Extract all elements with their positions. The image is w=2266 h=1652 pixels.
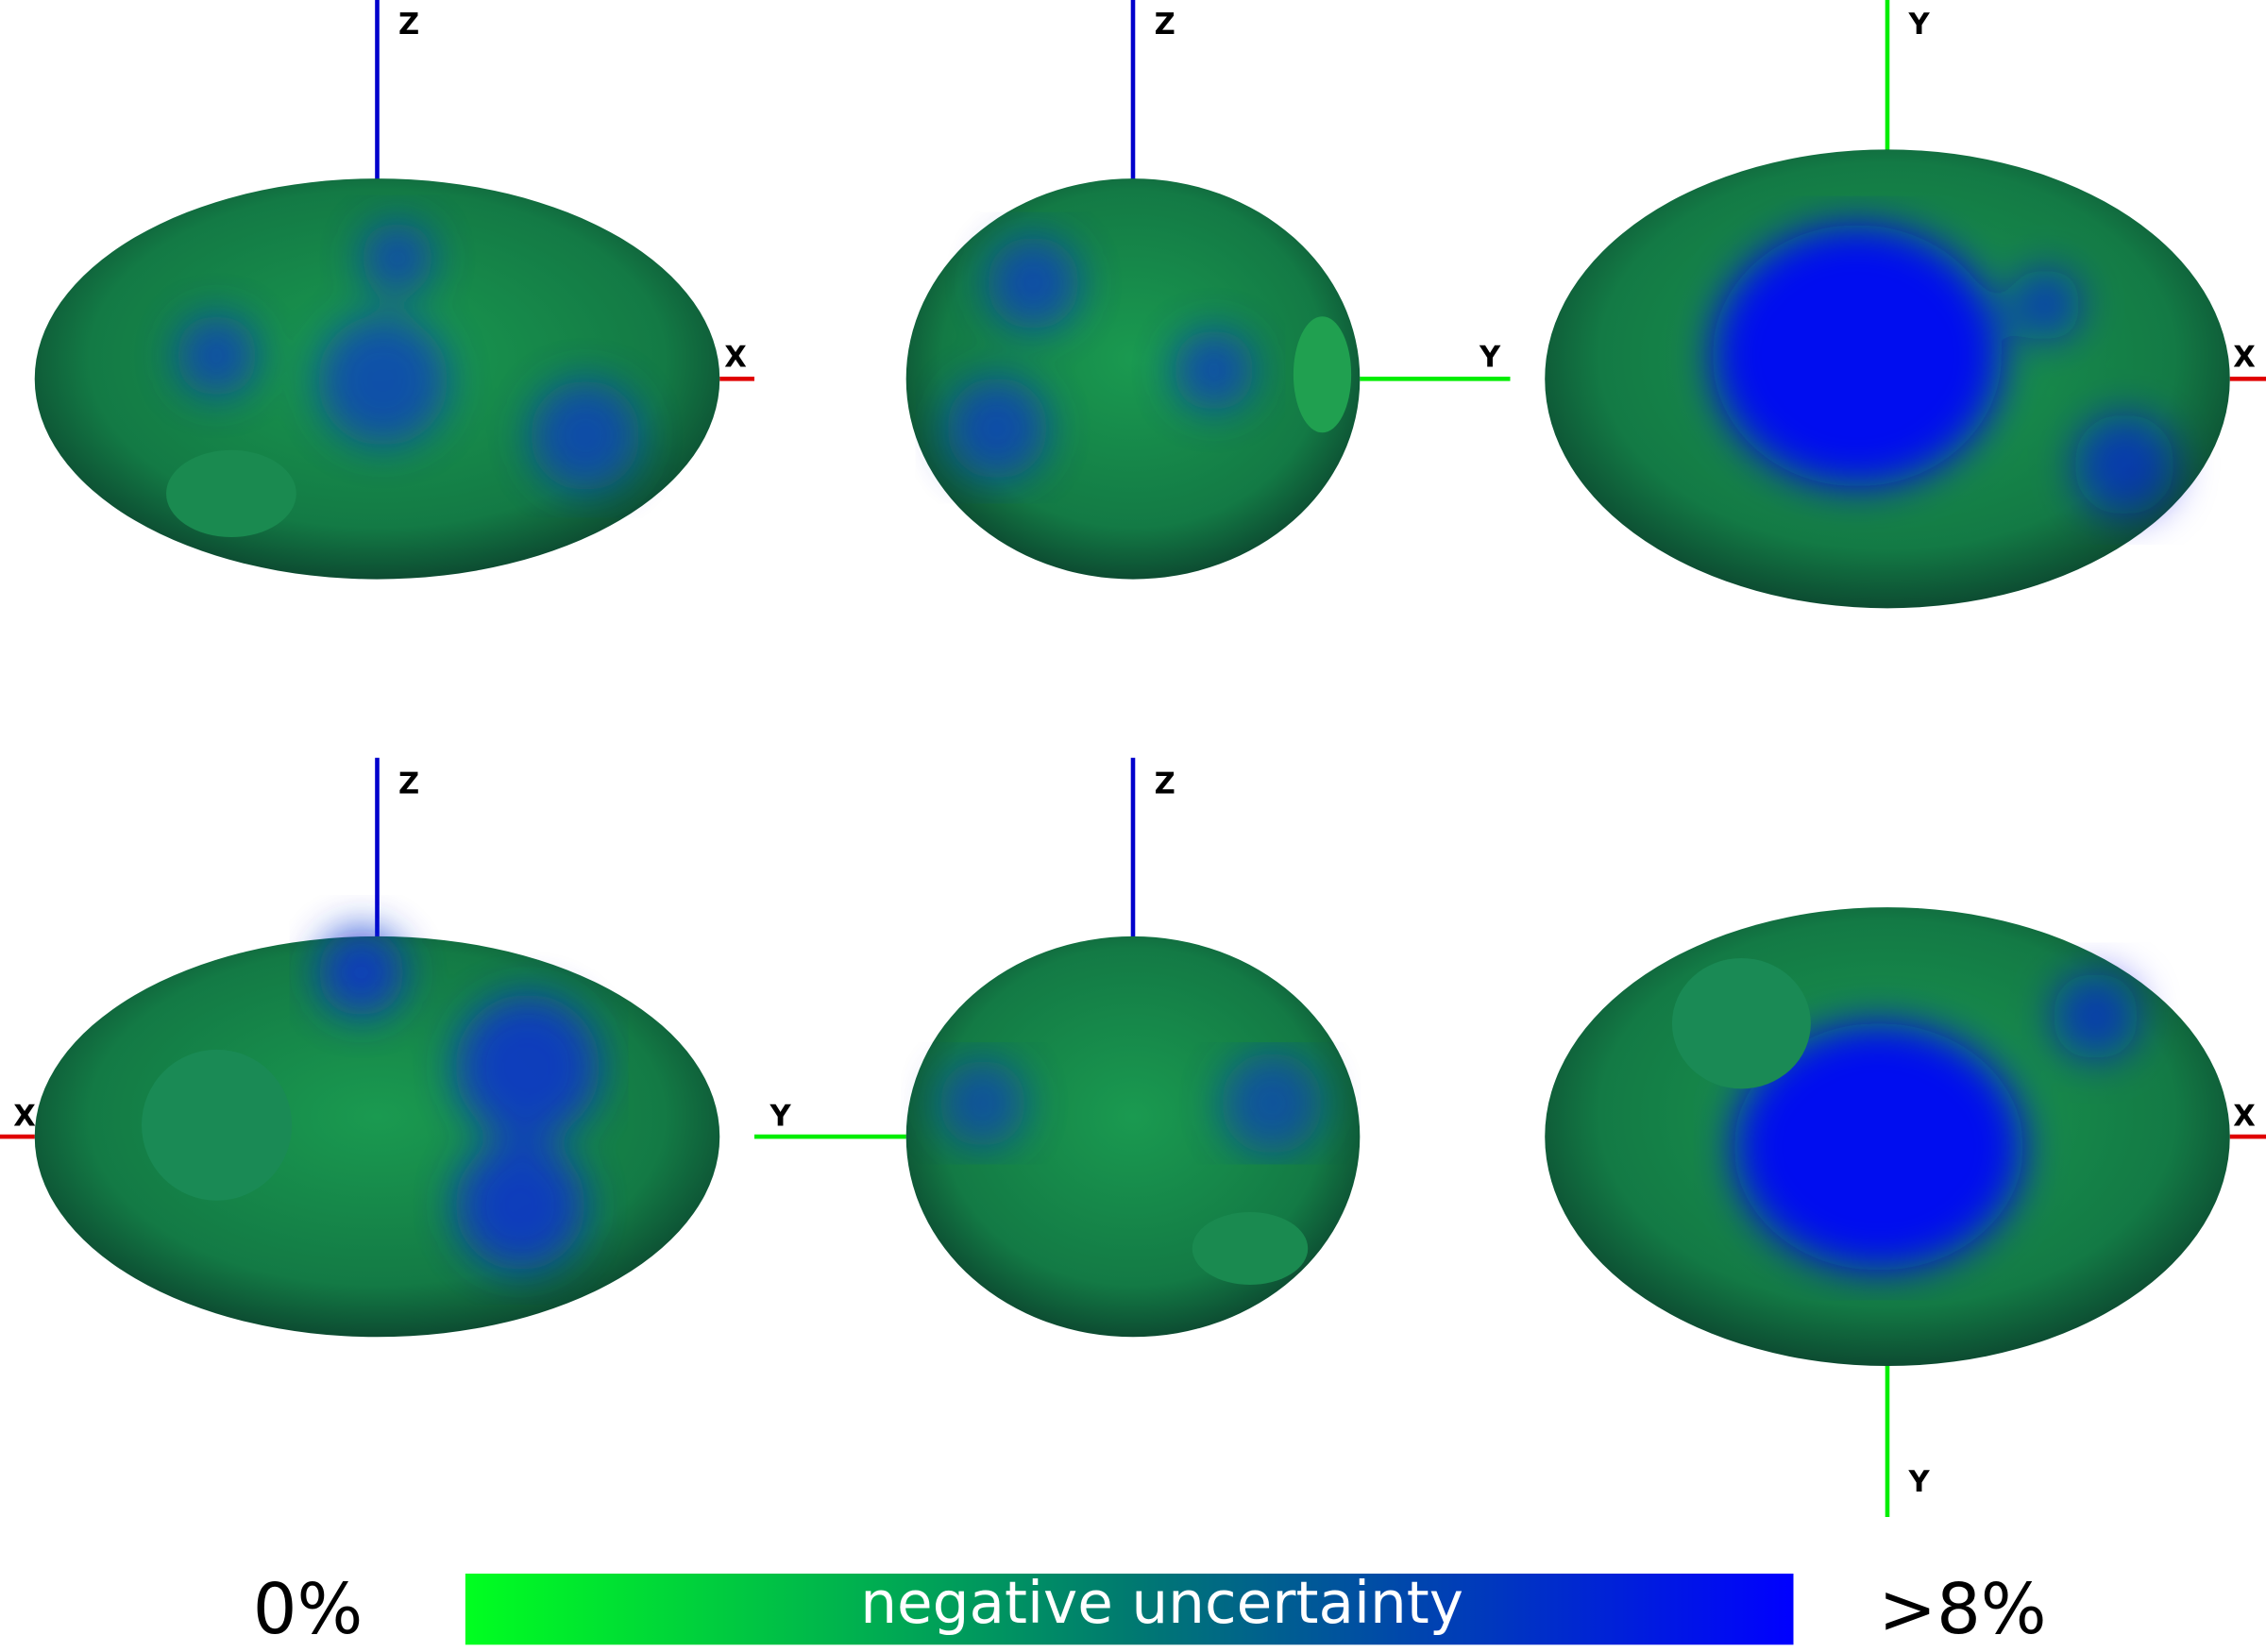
axis-label: X	[13, 1101, 36, 1134]
colorbar-min: 0%	[253, 1570, 364, 1650]
view: Y X	[1545, 907, 2266, 1517]
colorbar-max: >8%	[1879, 1570, 2047, 1650]
colorbar	[465, 1573, 1794, 1645]
view: Y X	[1545, 0, 2266, 609]
axis-label: Y	[769, 1101, 791, 1134]
axis-label: Y	[1908, 1466, 1931, 1499]
crater	[142, 1049, 293, 1201]
axis-label: Z	[398, 767, 419, 801]
crater	[1293, 316, 1352, 433]
axis-label: X	[2233, 1101, 2256, 1134]
axis-label: Y	[1908, 8, 1931, 42]
axis-label: X	[2233, 341, 2256, 374]
view: Z Y	[753, 757, 1361, 1338]
view: Z X	[34, 0, 754, 580]
view: Z Y	[905, 0, 1511, 580]
crater	[1192, 1212, 1309, 1285]
body	[905, 178, 1361, 580]
axis-label: Z	[1155, 8, 1175, 42]
view: Z X	[0, 757, 720, 1338]
axis-label: Y	[1479, 341, 1501, 374]
crater	[166, 449, 296, 537]
axis-label: Z	[398, 8, 419, 42]
axis-label: X	[724, 341, 747, 374]
colorbar-title: negative uncertainty	[860, 1570, 1463, 1637]
crater	[1671, 957, 1811, 1089]
axis-label: Z	[1155, 767, 1175, 801]
